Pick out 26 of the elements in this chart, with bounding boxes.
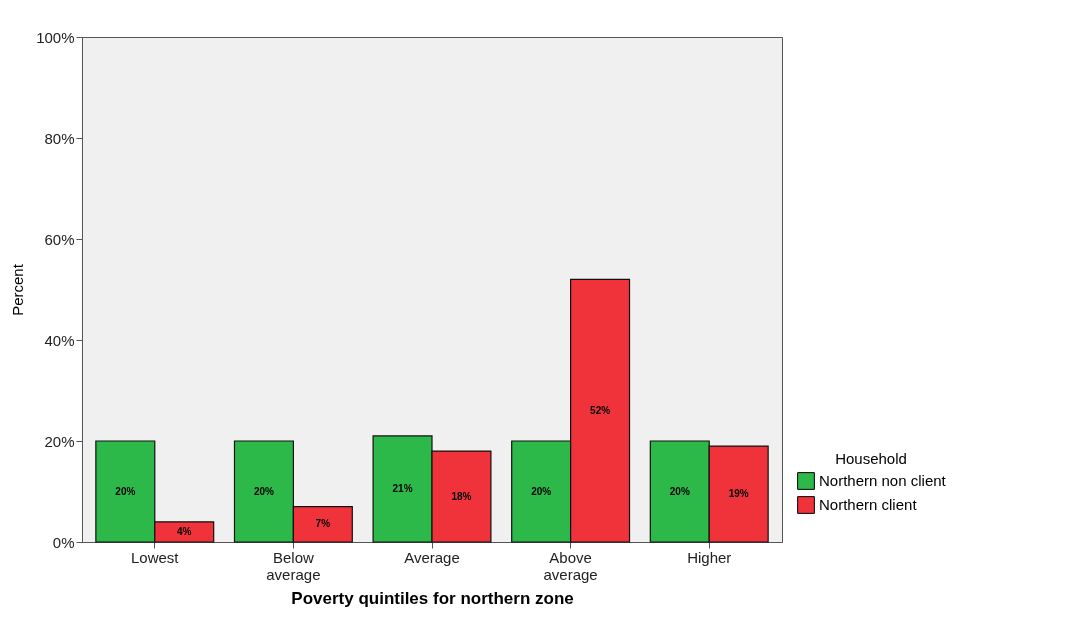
data-label: 18% xyxy=(451,490,472,502)
y-tick-label: 40% xyxy=(44,331,75,349)
x-tick-label: Average xyxy=(404,548,460,566)
y-axis-title: Percent xyxy=(9,263,27,316)
data-label: 4% xyxy=(177,525,192,537)
x-tick-label: Above average xyxy=(543,548,598,583)
legend-title: Household xyxy=(835,450,907,467)
data-label: 20% xyxy=(531,485,552,497)
y-tick-label: 20% xyxy=(44,432,75,450)
data-label: 7% xyxy=(315,518,331,530)
legend-label: Northern client xyxy=(819,496,918,513)
data-label: 20% xyxy=(253,485,275,497)
data-label: 20% xyxy=(115,485,136,497)
y-tick-label: 0% xyxy=(52,533,75,551)
x-axis-title: Poverty quintiles for northern zone xyxy=(291,588,574,608)
y-tick-label: 80% xyxy=(44,129,75,147)
x-tick-label: Lowest xyxy=(131,548,180,566)
x-tick-label: Higher xyxy=(687,548,732,566)
y-tick-label: 100% xyxy=(36,28,75,46)
legend-label: Northern non client xyxy=(819,472,947,489)
data-label: 20% xyxy=(669,485,690,497)
x-tick-label: Below average xyxy=(266,548,321,583)
data-label: 19% xyxy=(728,488,749,500)
data-label: 21% xyxy=(392,482,413,494)
data-label: 52% xyxy=(590,404,611,416)
y-tick-label: 60% xyxy=(44,230,75,248)
